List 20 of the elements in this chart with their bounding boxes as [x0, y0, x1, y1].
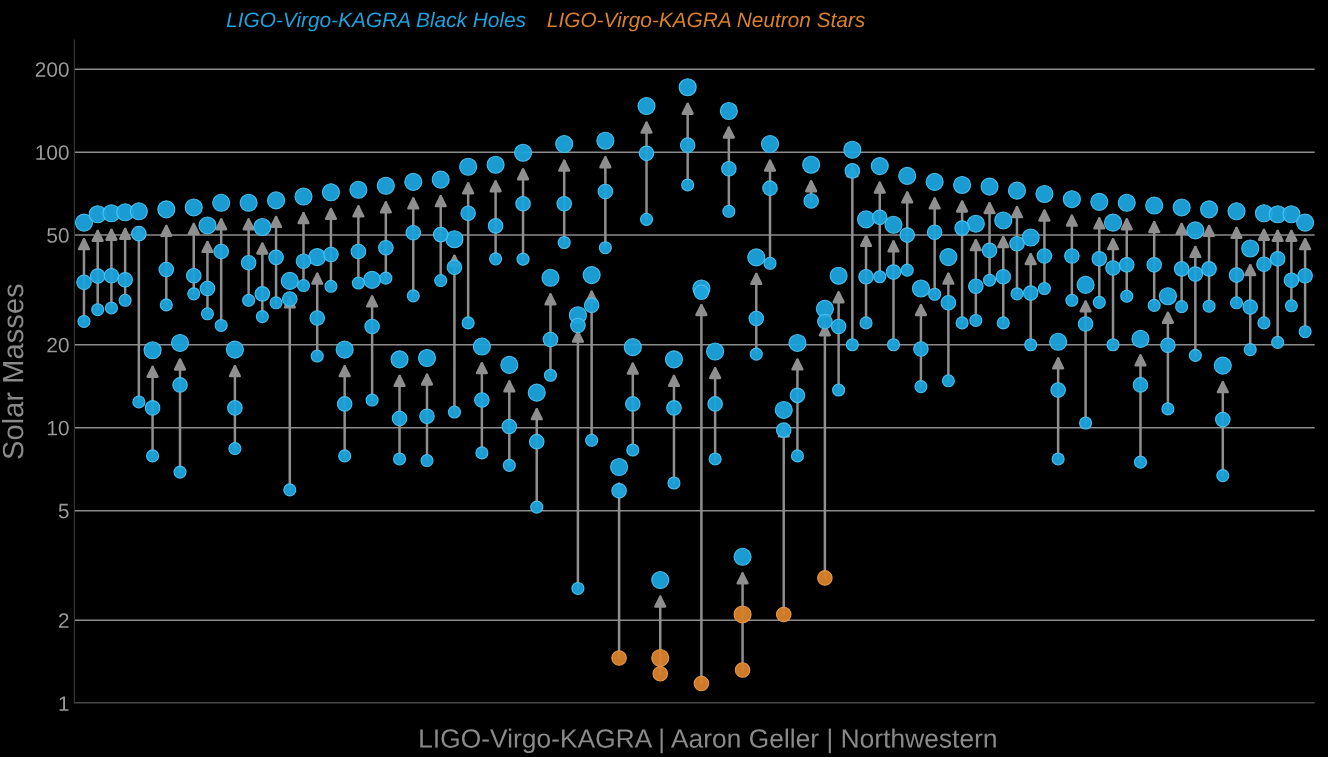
text: LIGO-Virgo-KAGRA Black Holes: [226, 11, 526, 32]
point: [817, 570, 833, 586]
y-tick-label: 5: [58, 503, 69, 519]
point: [651, 648, 670, 668]
y-tick-label: 1: [59, 696, 69, 711]
y-tick-label: 50: [47, 228, 69, 243]
point: [693, 675, 710, 692]
y-tick-label: 100: [36, 145, 69, 160]
text: LIGO-Virgo-KAGRA Neutron Stars: [547, 11, 865, 32]
y-axis-title: Solar Masses: [2, 284, 24, 459]
y-tick-label: 10: [47, 420, 69, 436]
y-tick-label: 2: [58, 613, 69, 628]
point: [775, 606, 792, 623]
point: [611, 650, 627, 666]
point: [652, 665, 669, 682]
point: [733, 605, 752, 624]
y-tick-label: 20: [47, 337, 69, 353]
y-tick-label: 200: [35, 62, 69, 77]
text: LIGO-Virgo-KAGRA | Aaron Geller | Northwestern: [420, 728, 996, 754]
point: [734, 662, 751, 678]
